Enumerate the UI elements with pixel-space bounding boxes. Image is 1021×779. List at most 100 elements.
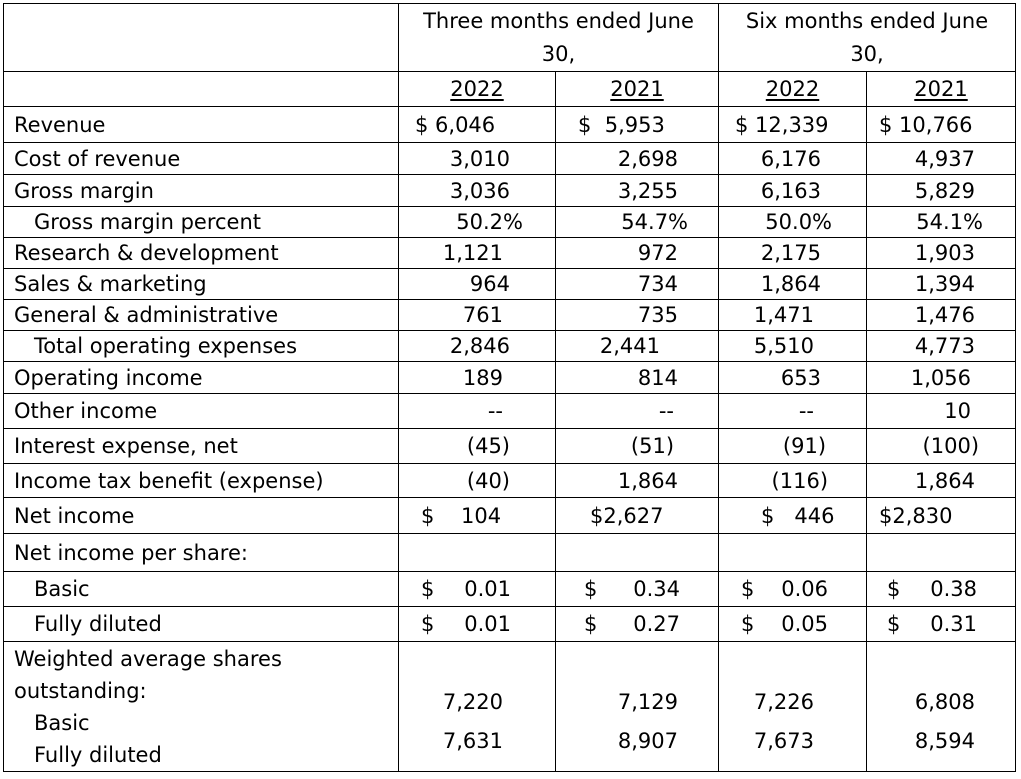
value-cell: (91): [718, 428, 868, 464]
value-cell: 653: [718, 361, 868, 394]
shares-diluted-value: 8,907: [617, 729, 679, 753]
value-cell: 54.1%: [866, 206, 1017, 238]
value-cell: 54.7%: [554, 206, 720, 238]
row-label: Total operating expenses: [3, 330, 399, 362]
value-cell: 1,864: [554, 463, 720, 498]
value-text: 0.27: [633, 612, 681, 636]
row-label: Fully diluted: [3, 606, 399, 642]
value-text: 0.01: [464, 577, 511, 601]
value-cell: (100): [866, 428, 1017, 464]
value-cell: $ 10,766: [866, 106, 1017, 143]
value-cell: 2,846: [398, 330, 556, 362]
year-blank-cell: [3, 71, 399, 107]
value-text: 0.34: [633, 577, 681, 601]
value-text: 0.06: [781, 577, 829, 601]
value-cell: 964: [398, 268, 556, 300]
value-cell: --: [398, 393, 556, 429]
currency-symbol: $: [887, 577, 901, 601]
currency-symbol: $: [584, 577, 598, 601]
value-cell: --: [554, 393, 720, 429]
value-cell: $ 12,339: [718, 106, 868, 143]
value-cell: 761: [398, 299, 556, 331]
year-header: 2021: [866, 71, 1017, 107]
value-cell: $0.05: [718, 606, 868, 642]
empty-cell: [398, 533, 556, 572]
value-cell: $ 5,953: [554, 106, 720, 143]
value-text: 0.01: [464, 612, 511, 636]
shares-value-cell: 7,220 7,631: [398, 641, 556, 772]
value-cell: 2,441: [554, 330, 720, 362]
shares-basic-label: Basic: [34, 711, 90, 735]
row-label: Research & development: [3, 237, 399, 269]
value-cell: 6,163: [718, 174, 868, 207]
value-cell: 189: [398, 361, 556, 394]
three-months-header: Three months ended June 30,: [397, 3, 720, 72]
empty-cell: [554, 533, 720, 572]
row-label: General & administrative: [3, 299, 399, 331]
value-cell: $0.31: [866, 606, 1017, 642]
value-text: 0.38: [930, 577, 978, 601]
value-cell: 10: [866, 393, 1017, 429]
value-text: 0.05: [781, 612, 829, 636]
row-label: Net income: [3, 497, 399, 534]
value-cell: 6,176: [718, 142, 868, 175]
value-cell: 50.2%: [398, 206, 556, 238]
row-label: Gross margin: [3, 174, 399, 207]
value-cell: $0.01: [398, 606, 556, 642]
header-blank-cell: [3, 3, 399, 72]
shares-diluted-value: 8,594: [914, 729, 976, 753]
value-cell: $0.27: [554, 606, 720, 642]
shares-basic-value: 7,220: [442, 690, 503, 714]
value-cell: (51): [554, 428, 720, 464]
shares-label-line2: outstanding:: [14, 679, 147, 703]
six-months-header: Six months ended June 30,: [718, 3, 1017, 72]
value-cell: --: [718, 393, 868, 429]
value-cell: 1,121: [398, 237, 556, 269]
row-label: Sales & marketing: [3, 268, 399, 300]
value-cell: 3,036: [398, 174, 556, 207]
value-cell: 3,255: [554, 174, 720, 207]
shares-label-cell: Weighted average shares outstanding: Bas…: [3, 641, 399, 772]
value-cell: $ 104: [398, 497, 556, 534]
currency-symbol: $: [741, 612, 755, 636]
row-label: Revenue: [3, 106, 399, 143]
currency-symbol: $: [887, 612, 901, 636]
row-label: Basic: [3, 571, 399, 607]
row-label: Interest expense, net: [3, 428, 399, 464]
value-cell: 3,010: [398, 142, 556, 175]
value-cell: $ 446: [718, 497, 868, 534]
value-cell: (45): [398, 428, 556, 464]
value-cell: $0.06: [718, 571, 868, 607]
shares-value-cell: 7,226 7,673: [718, 641, 868, 772]
value-cell: 50.0%: [718, 206, 868, 238]
value-cell: 5,510: [718, 330, 868, 362]
value-cell: $2,830: [866, 497, 1017, 534]
year-header: 2022: [398, 71, 556, 107]
value-cell: 1,056: [866, 361, 1017, 394]
value-cell: 4,937: [866, 142, 1017, 175]
value-cell: $0.38: [866, 571, 1017, 607]
shares-basic-value: 6,808: [914, 690, 976, 714]
value-text: 0.31: [930, 612, 978, 636]
value-cell: $0.34: [554, 571, 720, 607]
per-share-heading: Net income per share:: [3, 533, 399, 572]
value-cell: 2,698: [554, 142, 720, 175]
financial-statement-table: Three months ended June 30, Six months e…: [3, 3, 1017, 772]
row-label: Cost of revenue: [3, 142, 399, 175]
value-cell: 972: [554, 237, 720, 269]
year-header: 2022: [718, 71, 868, 107]
value-cell: 814: [554, 361, 720, 394]
row-label: Other income: [3, 393, 399, 429]
currency-symbol: $: [421, 577, 435, 601]
value-cell: 1,476: [866, 299, 1017, 331]
value-cell: 1,903: [866, 237, 1017, 269]
value-cell: 1,394: [866, 268, 1017, 300]
row-label: Income tax benefit (expense): [3, 463, 399, 498]
value-cell: (40): [398, 463, 556, 498]
value-cell: 734: [554, 268, 720, 300]
shares-diluted-value: 7,673: [753, 729, 815, 753]
value-cell: 735: [554, 299, 720, 331]
currency-symbol: $: [421, 612, 435, 636]
value-cell: 1,471: [718, 299, 868, 331]
shares-value-cell: 6,808 8,594: [866, 641, 1017, 772]
